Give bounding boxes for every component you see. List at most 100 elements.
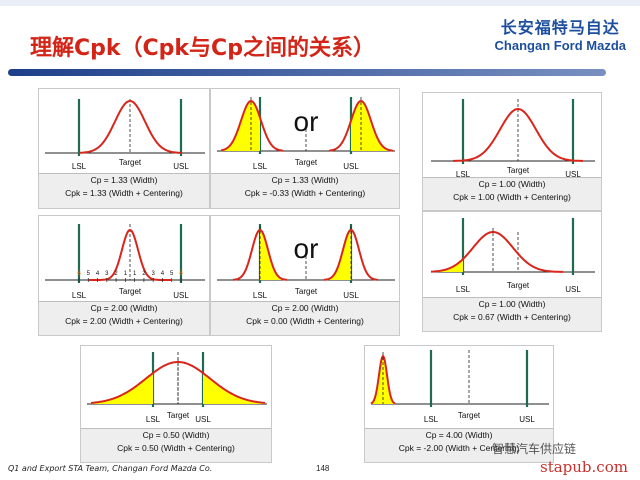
slide-title: 理解Cpk（Cpk与Cp之间的关系） — [30, 36, 375, 61]
top-band — [0, 0, 640, 6]
or-label: or — [294, 106, 319, 137]
panel-offcenter-cp100: LSL Target USL Cp = 1.00 (Width) Cpk = 0.6… — [422, 211, 602, 332]
usl-label: USL — [565, 170, 581, 178]
cpk-value: Cpk = -0.33 (Width + Centering) — [244, 188, 366, 198]
lsl-label: LSL — [456, 170, 471, 178]
tail-fill — [91, 373, 153, 404]
index-caption: Cp = 2.00 (Width) Cpk = 0.00 (Width + Ce… — [211, 301, 399, 335]
index-caption: Cp = 1.33 (Width) Cpk = -0.33 (Width + C… — [211, 173, 399, 208]
distribution-curve — [370, 354, 396, 405]
cp-value: Cp = 0.50 (Width) — [142, 430, 210, 440]
index-caption: Cp = 1.33 (Width) Cpk = 1.33 (Width + Ce… — [39, 173, 209, 208]
distribution-curve — [430, 231, 563, 273]
distribution-curve — [323, 228, 379, 281]
cp-value: Cp = 1.00 (Width) — [478, 179, 546, 189]
lsl-label: LSL — [253, 291, 268, 300]
cp-value: Cp = 1.33 (Width) — [90, 175, 158, 185]
distribution-plot: LSL Target USL — [45, 99, 205, 171]
cpk-value: Cpk = 0.00 (Width + Centering) — [246, 316, 364, 326]
distribution-plot: LSL Target USL — [87, 352, 267, 424]
tail-fill — [324, 230, 351, 280]
panel-centered-cp133: LSL Target USL Cp = 1.33 (Width) Cpk = 1.3… — [38, 88, 210, 209]
usl-label: USL — [195, 415, 211, 424]
cp-value: Cp = 2.00 (Width) — [271, 303, 339, 313]
tail-fill — [260, 230, 287, 280]
distribution-plot: or LSL Target USL — [217, 97, 395, 171]
ruler-tick-label: 1 — [124, 271, 128, 277]
target-label: Target — [507, 281, 530, 290]
distribution-curve — [89, 228, 171, 281]
ruler-tick-label: 4 — [161, 271, 165, 277]
ruler-tick-label: 1 — [133, 271, 137, 277]
index-caption: Cp = 0.50 (Width) Cpk = 0.50 (Width + Ce… — [81, 428, 271, 462]
ruler-tick-label: 2 — [142, 271, 146, 277]
distribution-curve — [220, 99, 284, 152]
panel-offcenter-cp133: or LSL Target USL Cp = 1.33 (Width) Cpk = -… — [210, 88, 400, 209]
usl-label: USL — [565, 285, 581, 294]
wechat-watermark: 智慧汽车供应链 — [492, 442, 577, 456]
cp-value: Cp = 4.00 (Width) — [425, 430, 493, 440]
distribution-curve — [328, 99, 394, 152]
brand-chinese-name: 长安福特马自达 — [500, 18, 620, 37]
cpk-value: Cpk = 2.00 (Width + Centering) — [65, 316, 183, 326]
lsl-label: LSL — [72, 291, 87, 300]
index-caption: Cp = 1.00 (Width) Cpk = 0.67 (Width + Ce… — [423, 297, 601, 331]
index-caption: Cp = 4.00 (Width) Cpk = -2.00 (Width + C… — [365, 428, 553, 462]
cpk-value: Cpk = -2.00 (Width + Centering) — [398, 443, 520, 453]
ruler-tick-label: 3 — [152, 271, 156, 277]
usl-label: USL — [173, 162, 189, 171]
lsl-label: LSL — [146, 415, 161, 424]
tail-fill — [203, 373, 265, 404]
ruler-tick-label: 5 — [87, 271, 91, 277]
distribution-plot: LSL Target USL — [370, 350, 549, 424]
index-caption: Cp = 1.00 (Width) Cpk = 1.00 (Width + Ce… — [423, 177, 601, 210]
ruler-tick-label: 4 — [96, 271, 100, 277]
ruler-tick-label: 6 — [179, 271, 183, 277]
site-watermark: stapub.com — [540, 458, 628, 476]
cp-value: Cp = 1.00 (Width) — [478, 299, 546, 309]
target-label: Target — [167, 411, 190, 420]
target-label: Target — [295, 158, 318, 167]
panel-wide-cp050: LSL Target USL Cp = 0.50 (Width) Cpk = 0.5… — [80, 345, 272, 463]
distribution-plot: or LSL Target USL — [217, 224, 395, 300]
tail-fill — [431, 259, 463, 272]
brand-english-name: Changan Ford Mazda — [494, 38, 626, 53]
panel-centered-cp200: 6 5 4 3 2 1 1 2 3 4 5 6 LSL Target USL Cp = 2.00 (Widt… — [38, 215, 210, 336]
cpk-value: Cpk = 1.33 (Width + Centering) — [65, 188, 183, 198]
ruler-tick-label: 5 — [170, 271, 174, 277]
ruler-tick-label: 3 — [105, 271, 109, 277]
target-label: Target — [507, 166, 530, 175]
distribution-plot: LSL Target USL — [430, 218, 595, 294]
distribution-curve — [90, 361, 266, 404]
panel-offcenter-cp200: or LSL Target USL Cp = 2.00 (Width) Cpk = 0… — [210, 215, 400, 336]
lsl-label: LSL — [424, 415, 439, 424]
cp-value: Cp = 2.00 (Width) — [90, 303, 158, 313]
lsl-label: LSL — [72, 162, 87, 171]
lsl-label: LSL — [456, 285, 471, 294]
target-label: Target — [458, 411, 481, 420]
panel-outside-cp400: LSL Target USL Cp = 4.00 (Width) Cpk = -2.… — [364, 345, 554, 463]
title-underline — [8, 69, 606, 76]
ruler-tick-label: 6 — [77, 271, 81, 277]
usl-label: USL — [343, 291, 359, 300]
cpk-value: Cpk = 1.00 (Width + Centering) — [453, 192, 571, 202]
cp-value: Cp = 1.33 (Width) — [271, 175, 339, 185]
distribution-curve — [232, 228, 288, 281]
target-label: Target — [119, 287, 142, 296]
page-number: 148 — [316, 464, 330, 473]
distribution-curve — [453, 107, 583, 162]
usl-label: USL — [173, 291, 189, 300]
target-label: Target — [295, 287, 318, 296]
usl-label: USL — [519, 415, 535, 424]
target-label: Target — [119, 158, 142, 167]
lsl-label: LSL — [253, 162, 268, 171]
usl-label: USL — [343, 162, 359, 171]
brand-logo: 长安福特马自达 Changan Ford Mazda — [495, 14, 626, 53]
footer-organization: Q1 and Export STA Team, Changan Ford Maz… — [8, 464, 213, 473]
ruler-tick-label: 2 — [114, 271, 118, 277]
or-label: or — [294, 233, 319, 264]
panel-centered-cp100: LSL Target USL Cp = 1.00 (Width) Cpk = 1.0… — [422, 92, 602, 211]
tail-fill — [221, 101, 260, 151]
distribution-curve — [79, 99, 181, 154]
